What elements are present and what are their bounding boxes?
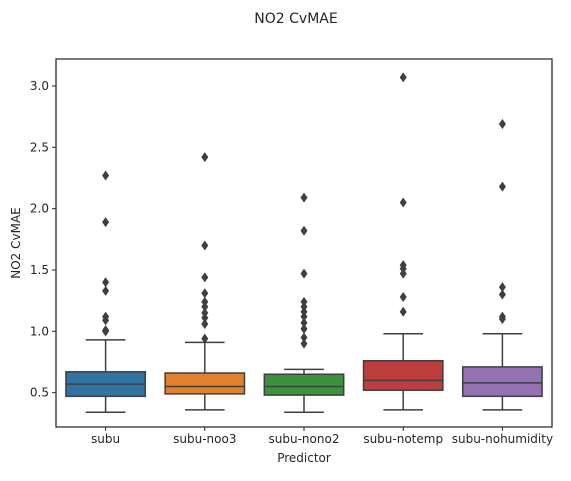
outlier-point	[201, 318, 209, 329]
outlier-point	[498, 311, 506, 322]
y-tick-label: 1.0	[30, 324, 49, 338]
outlier-point	[201, 272, 209, 283]
y-tick-label: 1.5	[30, 263, 49, 277]
outlier-point	[300, 323, 308, 334]
x-tick-label: subu-nohumidity	[452, 432, 553, 446]
outlier-point	[300, 225, 308, 236]
x-tick-label: subu	[91, 432, 120, 446]
y-tick-label: 3.0	[30, 79, 49, 93]
outlier-point	[102, 277, 110, 288]
y-axis-label: NO2 CvMAE	[9, 207, 23, 279]
box-group-subu-nono2	[263, 192, 345, 414]
y-tick-label: 2.5	[30, 140, 49, 154]
outlier-point	[102, 170, 110, 181]
outlier-point	[201, 307, 209, 318]
box-iqr	[164, 372, 246, 395]
box-group-subu-nohumidity	[461, 119, 543, 411]
outlier-point	[201, 333, 209, 344]
outlier-point	[201, 152, 209, 163]
outlier-point	[399, 72, 407, 83]
box-iqr	[461, 366, 543, 398]
outlier-point	[102, 285, 110, 296]
x-tick-label: subu-nono2	[269, 432, 340, 446]
outlier-point	[300, 268, 308, 279]
box-group-subu-notemp	[362, 72, 444, 411]
x-tick-label: subu-notemp	[363, 432, 443, 446]
outlier-point	[498, 181, 506, 192]
outlier-point	[300, 332, 308, 343]
outlier-point	[201, 296, 209, 307]
outlier-point	[102, 311, 110, 322]
outlier-point	[201, 288, 209, 299]
box-iqr	[362, 360, 444, 391]
outlier-point	[498, 282, 506, 293]
x-axis-label: Predictor	[277, 451, 331, 465]
box-iqr	[263, 373, 345, 396]
box-group-subu-noo3	[164, 152, 246, 411]
outlier-point	[498, 289, 506, 300]
outlier-point	[201, 240, 209, 251]
outlier-point	[300, 317, 308, 328]
outlier-point	[300, 192, 308, 203]
box-group-subu	[65, 170, 147, 414]
x-tick-label: subu-noo3	[173, 432, 236, 446]
outlier-point	[399, 260, 407, 271]
outlier-point	[399, 197, 407, 208]
outlier-point	[102, 325, 110, 336]
outlier-point	[102, 217, 110, 228]
outlier-point	[300, 338, 308, 349]
y-tick-label: 2.0	[30, 202, 49, 216]
outlier-point	[399, 291, 407, 302]
outlier-point	[498, 119, 506, 130]
outlier-point	[300, 296, 308, 307]
outlier-point	[399, 306, 407, 317]
y-tick-label: 0.5	[30, 386, 49, 400]
chart-title: NO2 CvMAE	[254, 11, 337, 27]
